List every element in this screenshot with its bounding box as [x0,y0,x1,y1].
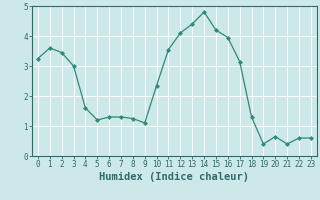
X-axis label: Humidex (Indice chaleur): Humidex (Indice chaleur) [100,172,249,182]
